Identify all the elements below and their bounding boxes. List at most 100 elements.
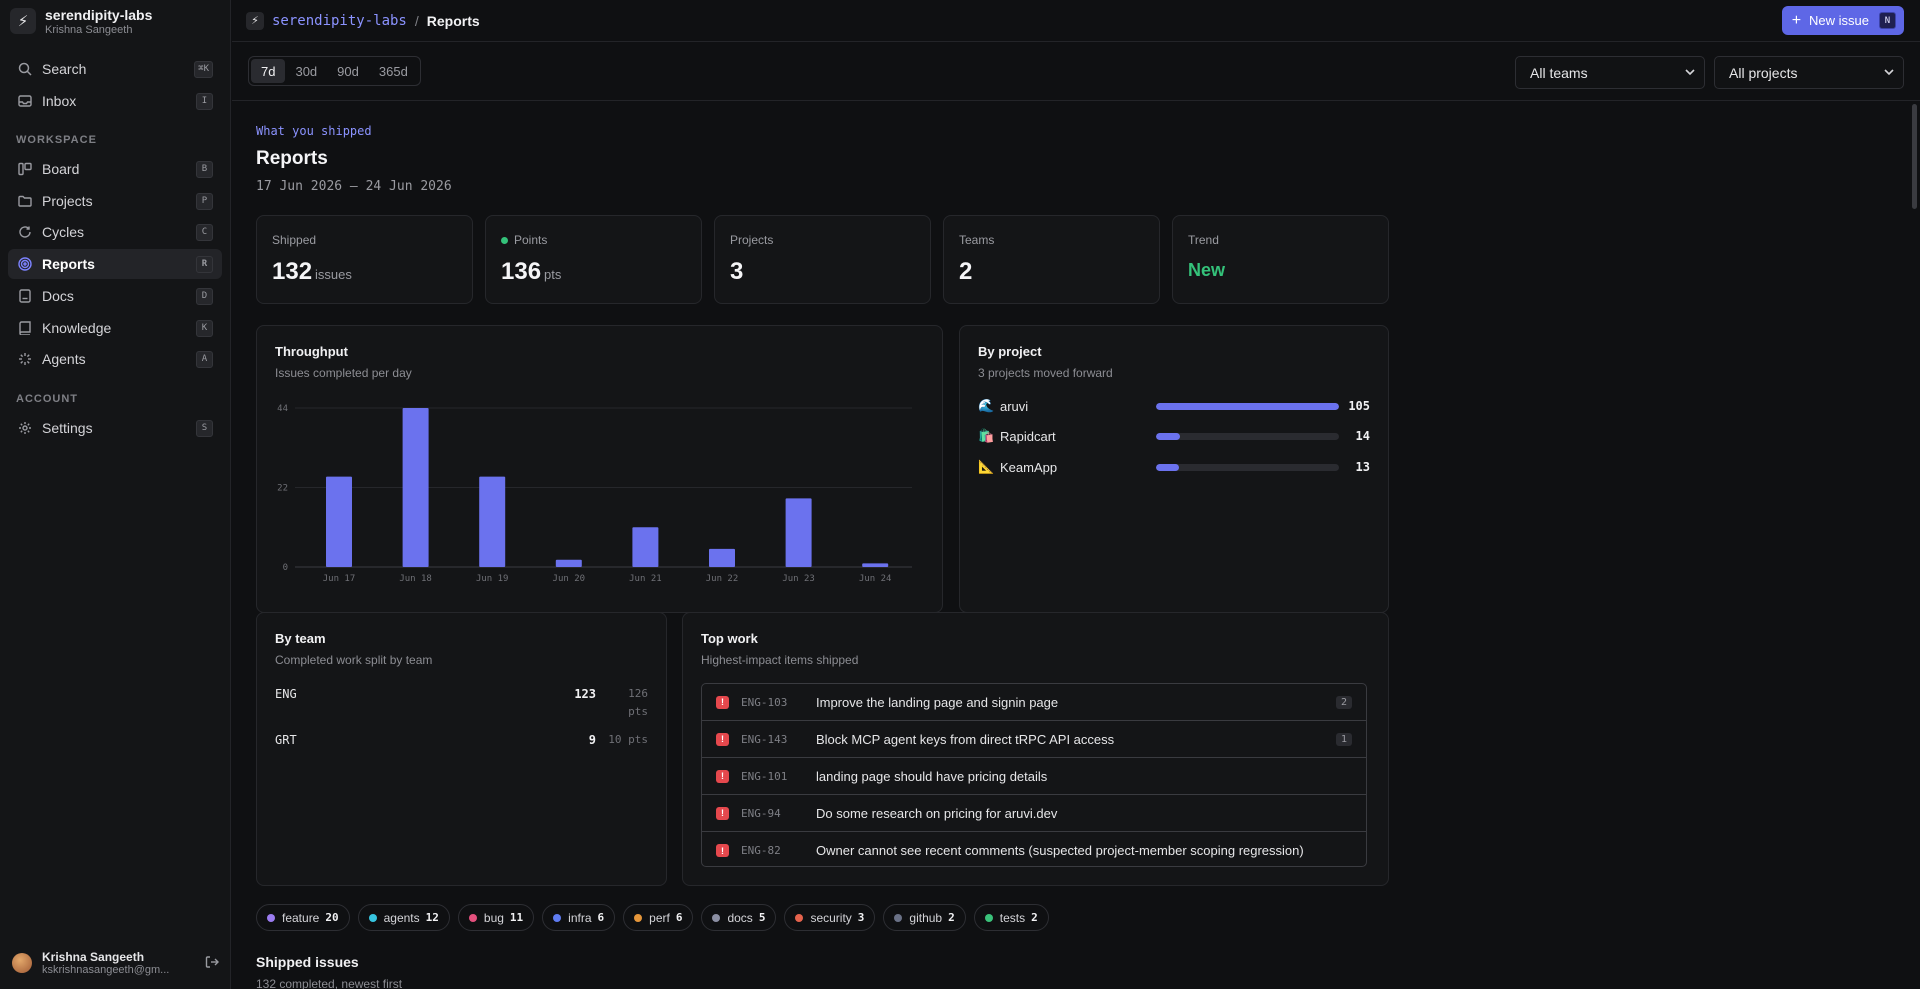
urgent-priority-icon: !: [716, 769, 729, 783]
bar-jun-22[interactable]: [709, 548, 735, 567]
bar-jun-18[interactable]: [402, 408, 429, 567]
shortcut-key: C: [196, 223, 213, 241]
chevron-down-icon: [1684, 65, 1696, 81]
lightning-icon: ⚡: [10, 8, 36, 34]
stat-label: Projects: [730, 233, 774, 247]
bar-jun-20[interactable]: [555, 559, 582, 567]
section-label-account: ACCOUNT: [16, 393, 78, 405]
label-chip-github[interactable]: github 2: [883, 904, 966, 931]
label-count: 3: [857, 911, 865, 924]
range-90d[interactable]: 90d: [337, 63, 359, 79]
list-item[interactable]: ! ENG-143 Block MCP agent keys from dire…: [702, 721, 1366, 758]
issue-count-badge: 2: [1335, 695, 1352, 709]
team-count: 123: [574, 687, 596, 701]
x-tick-label: Jun 22: [706, 574, 739, 584]
y-tick-label: 22: [277, 484, 288, 494]
bar-jun-23[interactable]: [785, 498, 812, 567]
breadcrumb-current: Reports: [426, 12, 480, 29]
project-bar-fill: [1156, 432, 1181, 440]
stat-card-projects: Projects 3: [714, 215, 931, 304]
nav-search[interactable]: Search ⌘K: [8, 54, 222, 84]
top-bar: ⚡ serendipity-labs / Reports + New issue…: [232, 0, 1920, 42]
nav-board[interactable]: Board B: [8, 154, 222, 184]
project-bar-fill: [1156, 463, 1179, 471]
scrollbar[interactable]: [1912, 104, 1917, 209]
label-color-dot: [553, 913, 562, 922]
stat-label: Shipped: [272, 233, 317, 247]
nav-label: Cycles: [42, 224, 85, 240]
list-item[interactable]: ! ENG-94 Do some research on pricing for…: [702, 795, 1366, 832]
label-chip-docs[interactable]: docs 5: [701, 904, 777, 931]
team-points: 126 pts: [628, 687, 648, 718]
workspace-user: Krishna Sangeeth: [45, 23, 133, 36]
bar-jun-21[interactable]: [632, 527, 659, 567]
nav-projects[interactable]: Projects P: [8, 186, 222, 216]
logout-icon[interactable]: [205, 955, 219, 972]
label-count: 6: [675, 911, 683, 924]
card-subtitle: Highest-impact items shipped: [701, 653, 859, 667]
list-item[interactable]: ! ENG-101 landing page should have prici…: [702, 758, 1366, 795]
range-365d[interactable]: 365d: [378, 63, 408, 79]
project-row[interactable]: 🛍️ Rapidcart 14: [978, 426, 1370, 446]
section-title: Shipped issues: [256, 954, 359, 970]
bar-jun-17[interactable]: [326, 476, 352, 567]
avatar[interactable]: [12, 953, 32, 973]
label-chip-infra[interactable]: infra 6: [542, 904, 616, 931]
new-issue-button[interactable]: + New issue N: [1781, 6, 1904, 35]
list-item[interactable]: ! ENG-82 Owner cannot see recent comment…: [702, 832, 1366, 866]
bar-jun-24[interactable]: [862, 563, 889, 567]
card-title: Top work: [701, 631, 758, 646]
label-chip-tests[interactable]: tests 2: [973, 904, 1049, 931]
label-count: 11: [509, 911, 524, 924]
stat-label: Points: [501, 233, 547, 247]
label-color-dot: [712, 913, 721, 922]
label-chip-feature[interactable]: feature 20: [256, 904, 350, 931]
shortcut-key: P: [196, 192, 213, 210]
page-title: Reports: [256, 148, 328, 169]
chevron-down-icon: [1883, 65, 1895, 81]
project-row[interactable]: 🌊 aruvi 105: [978, 396, 1370, 416]
nav-settings[interactable]: Settings S: [8, 413, 222, 443]
nav-inbox[interactable]: Inbox I: [8, 86, 222, 116]
label-chip-bug[interactable]: bug 11: [457, 904, 535, 931]
project-bar: [1156, 402, 1339, 410]
project-wave-icon: 🌊: [978, 398, 995, 413]
range-30d[interactable]: 30d: [295, 63, 318, 79]
nav-knowledge[interactable]: Knowledge K: [8, 313, 222, 343]
nav-agents[interactable]: Agents A: [8, 344, 222, 374]
stat-label: Trend: [1188, 233, 1219, 247]
issue-id: ENG-82: [741, 844, 781, 857]
nav-label: Inbox: [42, 93, 77, 109]
plus-icon: +: [1791, 11, 1802, 29]
nav-cycles[interactable]: Cycles C: [8, 217, 222, 247]
page-eyebrow: What you shipped: [256, 124, 372, 138]
label-name: tests: [999, 910, 1026, 925]
label-count: 20: [325, 911, 339, 924]
label-count: 12: [425, 911, 439, 924]
team-row[interactable]: GRT 9 10 pts: [275, 731, 648, 749]
nav-reports[interactable]: Reports R: [8, 249, 222, 279]
label-name: perf: [649, 910, 670, 925]
label-color-dot: [468, 913, 477, 922]
urgent-priority-icon: !: [716, 695, 729, 709]
nav-label: Reports: [42, 256, 95, 272]
stat-label: Teams: [959, 233, 995, 247]
team-name: GRT: [275, 733, 297, 747]
workspace-switcher[interactable]: ⚡ serendipity-labs Krishna Sangeeth: [0, 0, 230, 42]
x-tick-label: Jun 23: [782, 574, 815, 584]
teams-select[interactable]: All teams: [1515, 56, 1705, 89]
list-item[interactable]: ! ENG-103 Improve the landing page and s…: [702, 684, 1366, 721]
projects-select[interactable]: All projects: [1714, 56, 1904, 89]
project-row[interactable]: 📐 KeamApp 13: [978, 457, 1370, 477]
team-points: 10 pts: [608, 733, 648, 746]
issue-id: ENG-94: [741, 806, 781, 820]
nav-docs[interactable]: Docs D: [8, 281, 222, 311]
label-chip-agents[interactable]: agents 12: [357, 904, 450, 931]
range-7d[interactable]: 7d: [251, 59, 286, 83]
label-chip-security[interactable]: security 3: [784, 904, 876, 931]
issue-id: ENG-101: [741, 769, 788, 783]
bar-jun-19[interactable]: [479, 476, 506, 567]
team-row[interactable]: ENG 123 126 pts: [275, 685, 648, 721]
breadcrumb-workspace[interactable]: serendipity-labs: [272, 12, 407, 29]
label-chip-perf[interactable]: perf 6: [623, 904, 694, 931]
